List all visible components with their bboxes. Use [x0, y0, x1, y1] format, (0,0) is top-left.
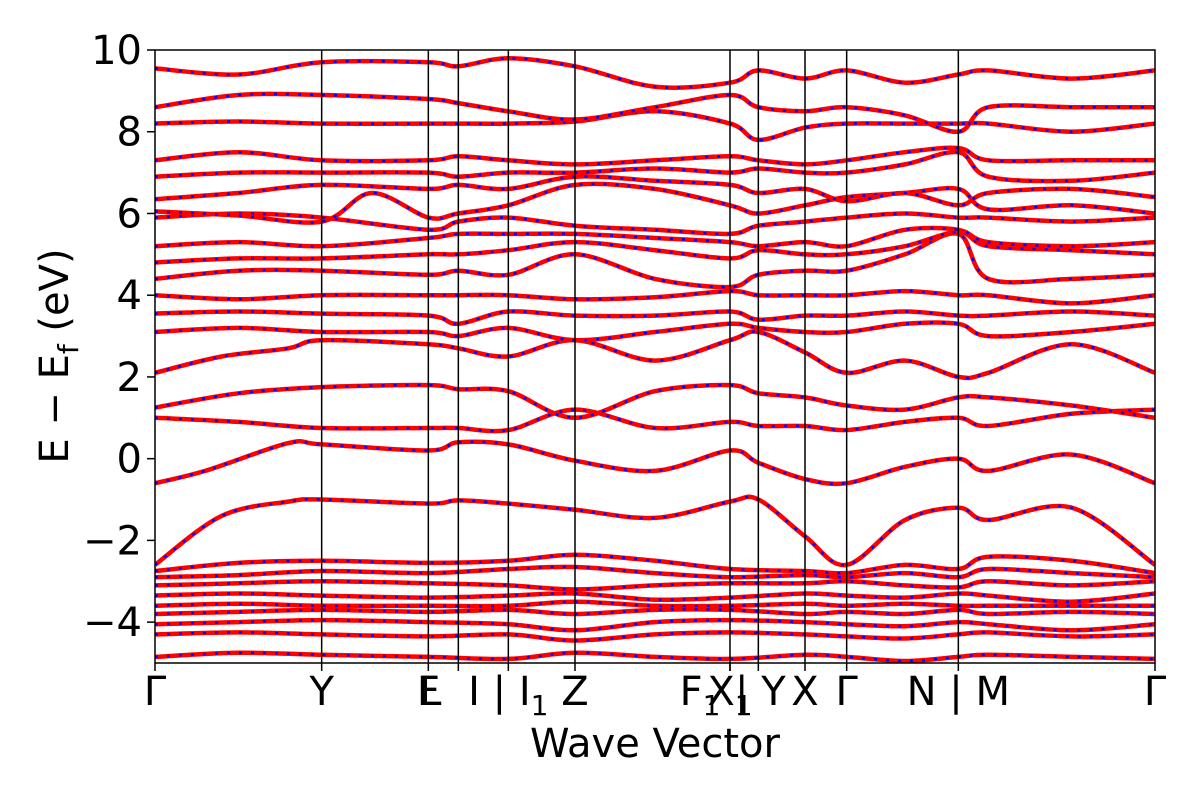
band-line-8: [155, 231, 1155, 290]
band-line-dashed-0: [155, 495, 1155, 567]
band-line-27: [155, 650, 1155, 663]
y-tick-label-4: 4: [117, 273, 142, 319]
band-lines: [155, 55, 1155, 663]
y-tick-label-3: 2: [117, 355, 142, 401]
x-tick-label-5: Z: [561, 669, 588, 715]
plot-frame: [154, 49, 1156, 664]
band-line-dashed-11: [155, 212, 1155, 236]
high-symmetry-lines: [320, 50, 960, 663]
y-tick-label-1: −2: [83, 518, 142, 564]
y-tick-label-2: 0: [117, 437, 142, 483]
y-tick-label-5: 6: [117, 191, 142, 237]
y-tick-label-6: 8: [117, 110, 142, 156]
band-line-6: [155, 309, 1155, 327]
band-line-25: [155, 617, 1155, 633]
band-line-24: [155, 607, 1155, 617]
band-line-dashed-24: [155, 608, 1155, 616]
y-axis-title: E − Ef (eV): [32, 248, 85, 463]
y-tick-label-0: −4: [83, 600, 142, 646]
x-tick-label-10: Γ: [836, 669, 859, 715]
band-line-17: [155, 91, 1155, 134]
band-line-dashed-25: [155, 618, 1155, 632]
band-line-dashed-20: [155, 565, 1155, 579]
y-tick-label-7: 10: [91, 28, 142, 74]
band-line-19: [155, 552, 1155, 576]
x-tick-label-8: | Y: [735, 669, 786, 715]
x-tick-label-0: Γ: [144, 669, 167, 715]
x-tick-label-12: Γ: [1144, 669, 1167, 715]
band-line-dashed-5: [155, 321, 1155, 342]
x-tick-label-3: L: [419, 669, 442, 715]
band-line-dashed-7: [155, 289, 1155, 305]
x-tick-label-9: X: [791, 669, 818, 715]
band-line-dashed-22: [155, 592, 1155, 603]
x-tick-label-2: F: [417, 669, 440, 715]
band-line-10: [155, 225, 1155, 249]
band-line-dashed-21: [155, 580, 1155, 591]
band-line-22: [155, 591, 1155, 604]
band-line-dashed-26: [155, 631, 1155, 642]
band-line-14: [155, 149, 1155, 184]
band-line-18: [155, 55, 1155, 90]
y-axis: −4 −2 0 2 4 6 8 10: [83, 28, 155, 646]
band-line-5: [155, 320, 1155, 343]
band-line-dashed-12: [155, 182, 1155, 224]
band-line-21: [155, 579, 1155, 592]
band-line-23: [155, 599, 1155, 609]
x-tick-label-4: I | I1: [468, 669, 548, 722]
band-line-dashed-27: [155, 651, 1155, 663]
band-line-4: [155, 329, 1155, 381]
band-line-dashed-2: [155, 408, 1155, 433]
x-axis-title: Wave Vector: [530, 721, 781, 767]
band-line-dashed-13: [155, 175, 1155, 207]
x-tick-label-1: Y: [308, 669, 334, 715]
band-line-16: [155, 109, 1155, 143]
band-line-1: [155, 438, 1155, 487]
band-line-dashed-18: [155, 56, 1155, 89]
band-line-dashed-4: [155, 330, 1155, 380]
band-line-3: [155, 382, 1155, 421]
band-line-15: [155, 145, 1155, 167]
band-line-26: [155, 630, 1155, 643]
band-line-7: [155, 288, 1155, 306]
x-tick-label-11: N | M: [907, 669, 1010, 715]
band-line-dashed-6: [155, 310, 1155, 326]
band-line-dashed-1: [155, 439, 1155, 486]
